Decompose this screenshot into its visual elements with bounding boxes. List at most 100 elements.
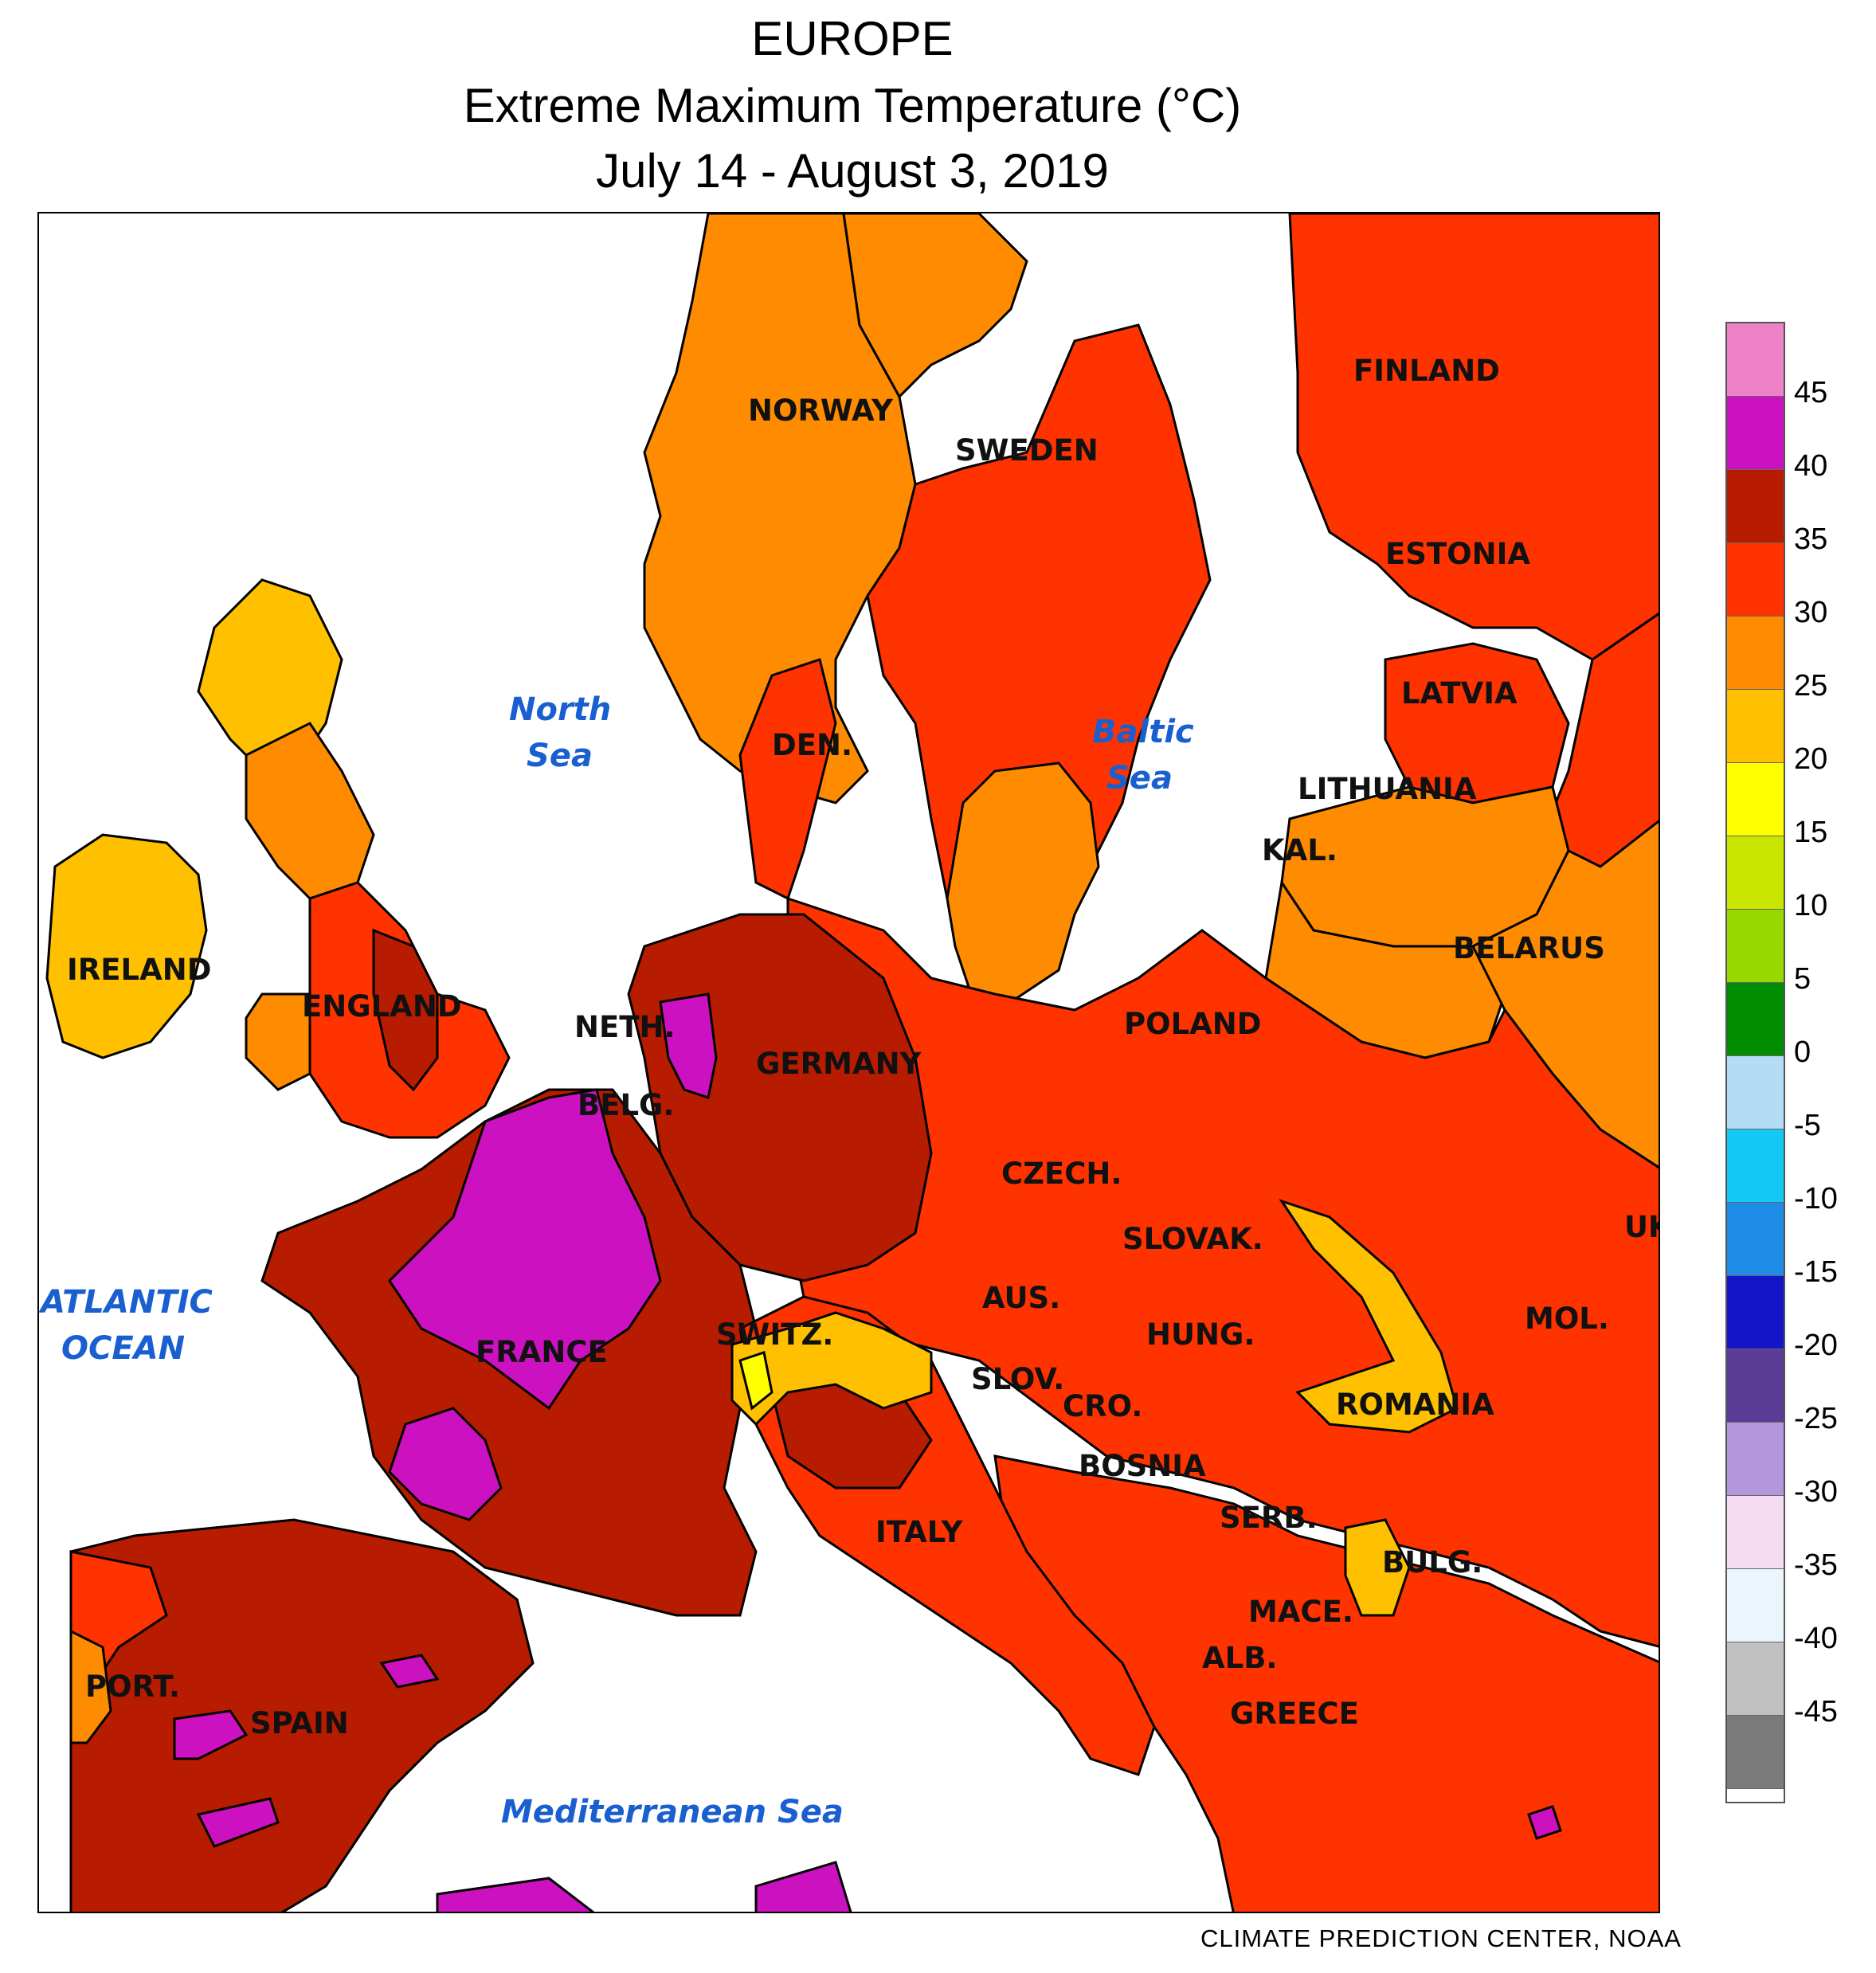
legend-tick-label: 5 <box>1794 962 1811 996</box>
label-slovenia: SLOV. <box>971 1362 1064 1396</box>
legend-swatch <box>1727 1129 1784 1203</box>
label-ireland: IRELAND <box>67 953 211 987</box>
label-bosnia: BOSNIA <box>1079 1449 1206 1483</box>
legend-swatch <box>1727 1349 1784 1423</box>
legend-tick-label: -20 <box>1794 1329 1838 1362</box>
label-italy: ITALY <box>875 1515 964 1549</box>
legend-swatch <box>1727 323 1784 397</box>
legend-swatch <box>1727 1569 1784 1642</box>
legend-swatch <box>1727 1056 1784 1129</box>
hotspot-africa <box>436 1877 595 1912</box>
label-france: FRANCE <box>476 1335 608 1369</box>
legend-tick-label: -25 <box>1794 1402 1838 1435</box>
hotspot-turkey <box>1527 1805 1562 1840</box>
label-croatia: CRO. <box>1063 1389 1142 1423</box>
label-spain: SPAIN <box>250 1706 349 1740</box>
legend-tick-label: 15 <box>1794 816 1828 849</box>
label-lithuania: LITHUANIA <box>1298 772 1477 806</box>
legend-tick-label: -15 <box>1794 1255 1838 1289</box>
legend-tick-label: 45 <box>1794 376 1828 409</box>
legend-swatch <box>1727 836 1784 910</box>
label-czech: CZECH. <box>1001 1157 1122 1191</box>
legend-tick-label: 0 <box>1794 1035 1811 1069</box>
label-atlantic-2: OCEAN <box>61 1330 185 1367</box>
label-baltic-sea-2: Sea <box>1106 760 1173 797</box>
legend-swatch <box>1727 543 1784 617</box>
label-bulgaria: BULG. <box>1382 1545 1482 1580</box>
legend-swatch <box>1727 470 1784 543</box>
map-period: July 14 - August 3, 2019 <box>596 144 1109 198</box>
label-netherlands: NETH. <box>574 1010 676 1044</box>
region-sweden-south <box>946 761 1100 1004</box>
label-england: ENGLAND <box>302 989 462 1024</box>
legend-swatch <box>1727 983 1784 1056</box>
map-subtitle: Extreme Maximum Temperature (°C) <box>463 79 1242 132</box>
legend-swatch <box>1727 1716 1784 1789</box>
region-england-central <box>372 928 439 1092</box>
label-north-sea-1: North <box>509 691 611 728</box>
legend-swatch <box>1727 617 1784 690</box>
label-belgium: BELG. <box>578 1088 674 1122</box>
legend-swatch <box>1727 690 1784 763</box>
region-wales <box>245 992 311 1091</box>
label-austria: AUS. <box>982 1281 1060 1315</box>
region-alps-core <box>738 1351 774 1411</box>
legend-tick-label: 40 <box>1794 449 1828 483</box>
hotspot-spain-3 <box>379 1654 440 1689</box>
region-denmark <box>738 658 837 901</box>
region-norway-north <box>842 213 1028 399</box>
region-uk-north <box>245 722 375 900</box>
label-estonia: ESTONIA <box>1385 537 1530 571</box>
label-poland: POLAND <box>1124 1007 1261 1041</box>
legend-swatch <box>1727 1642 1784 1716</box>
legend-swatch <box>1727 1423 1784 1496</box>
hotspot-spain-2 <box>196 1797 280 1848</box>
label-moldova: MOL. <box>1525 1302 1609 1336</box>
label-north-sea-2: Sea <box>527 738 593 774</box>
label-kal: KAL. <box>1262 833 1337 867</box>
region-finland <box>1288 213 1659 661</box>
temperature-map: FINLAND NORWAY SWEDEN ESTONIA LATVIA LIT… <box>39 213 1660 1912</box>
legend-swatch <box>1727 397 1784 470</box>
region-bulgaria-cool <box>1344 1518 1411 1617</box>
hotspot-africa-2 <box>754 1861 852 1912</box>
label-baltic-sea-1: Baltic <box>1092 714 1194 750</box>
legend-tick-label: -10 <box>1794 1182 1838 1216</box>
legend-tick-label: 30 <box>1794 596 1828 629</box>
label-ukraine: UK <box>1624 1210 1660 1244</box>
label-macedonia: MACE. <box>1248 1595 1353 1629</box>
legend-swatch <box>1727 910 1784 983</box>
region-iberia <box>69 1518 535 1912</box>
label-switzerland: SWITZ. <box>716 1317 833 1352</box>
label-belarus: BELARUS <box>1453 931 1605 965</box>
color-legend <box>1725 322 1785 1803</box>
legend-swatch <box>1727 1276 1784 1349</box>
label-sweden: SWEDEN <box>955 433 1099 468</box>
legend-tick-label: -40 <box>1794 1622 1838 1655</box>
hotspot-france-south <box>388 1407 503 1521</box>
label-mediterranean: Mediterranean Sea <box>501 1794 844 1830</box>
label-germany: GERMANY <box>756 1047 922 1081</box>
label-portugal: PORT. <box>85 1670 180 1704</box>
hotspot-netherlands <box>659 992 718 1099</box>
legend-tick-label: -45 <box>1794 1695 1838 1728</box>
legend-tick-label: 25 <box>1794 669 1828 703</box>
legend-tick-label: -5 <box>1794 1109 1821 1142</box>
label-serbia: SERB. <box>1220 1501 1318 1535</box>
region-carpathians <box>1279 1199 1459 1434</box>
label-atlantic-1: ATLANTIC <box>39 1284 213 1321</box>
legend-swatch <box>1727 763 1784 836</box>
hotspot-france-north <box>388 1088 662 1411</box>
region-portugal <box>69 1629 112 1744</box>
legend-tick-label: -30 <box>1794 1475 1838 1509</box>
legend-swatch <box>1727 1203 1784 1276</box>
label-latvia: LATVIA <box>1401 676 1518 711</box>
label-hungary: HUNG. <box>1146 1317 1255 1352</box>
label-norway: NORWAY <box>748 393 894 428</box>
label-finland: FINLAND <box>1353 354 1500 388</box>
legend-tick-label: -35 <box>1794 1548 1838 1582</box>
label-greece: GREECE <box>1230 1697 1359 1731</box>
label-slovakia: SLOVAK. <box>1122 1222 1263 1256</box>
region-alps <box>730 1311 933 1427</box>
region-ireland <box>45 833 208 1059</box>
